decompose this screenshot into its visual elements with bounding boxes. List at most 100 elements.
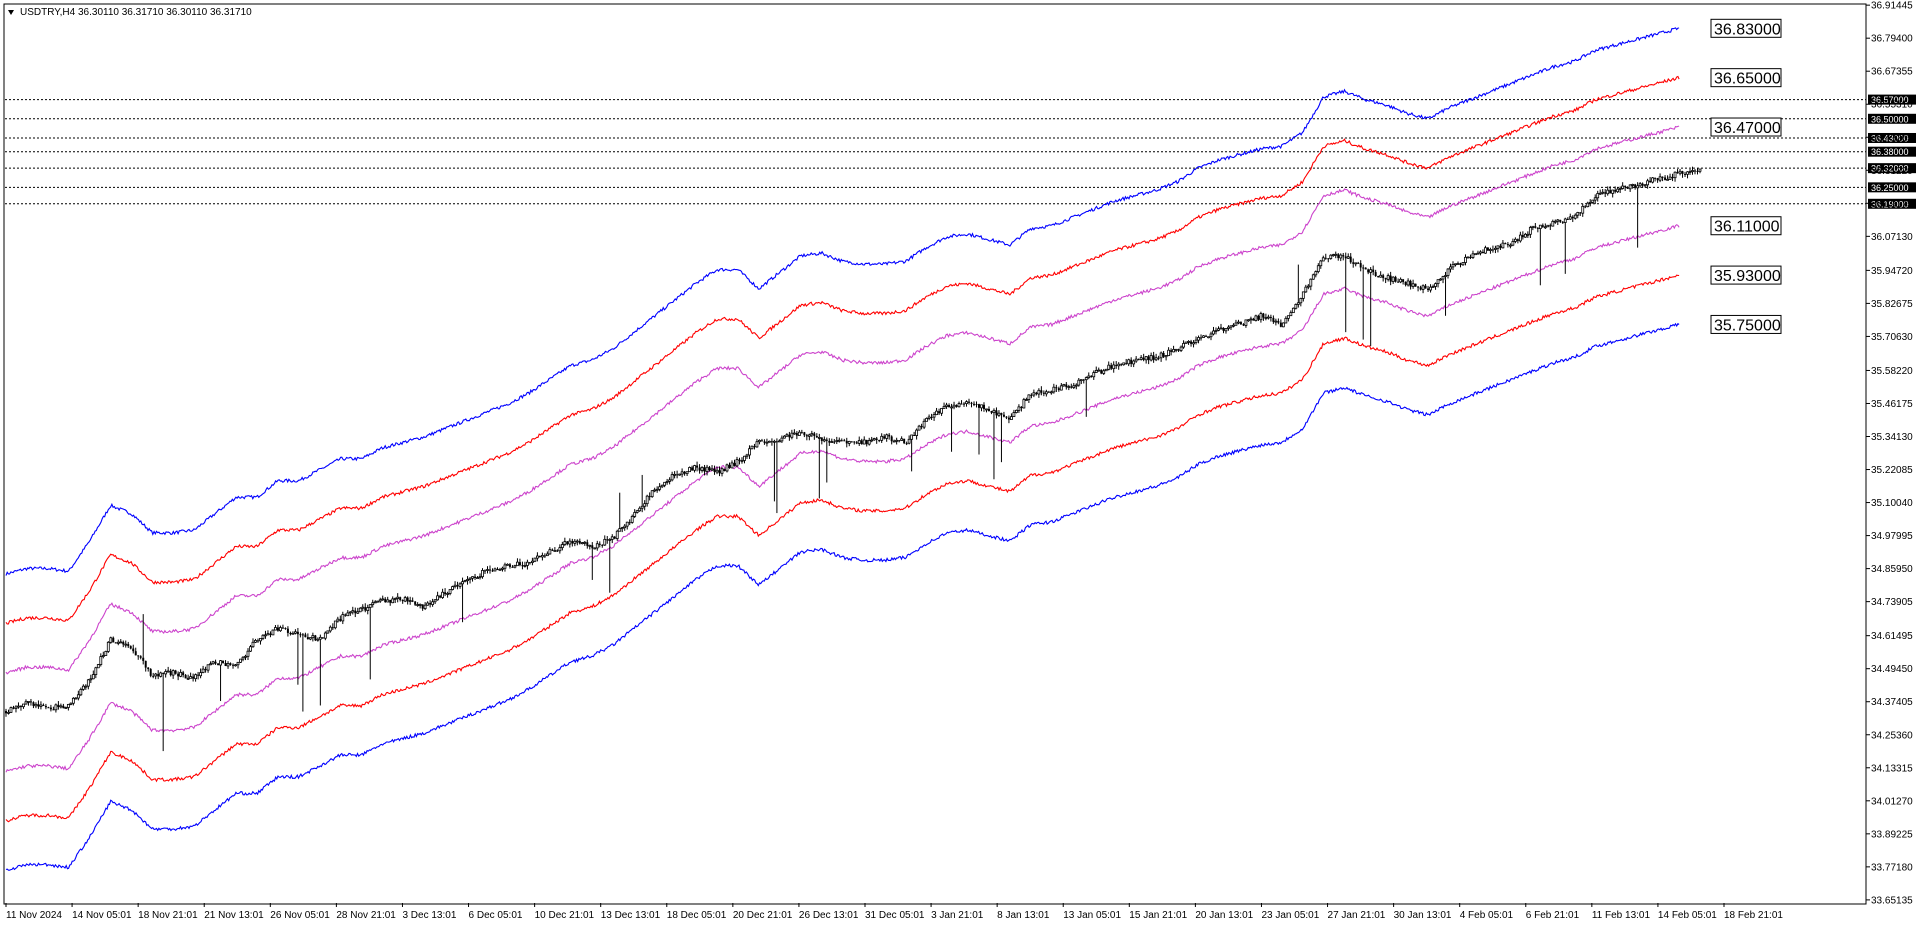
candle: [461, 577, 464, 623]
candle: [1364, 267, 1367, 270]
candle: [1456, 261, 1460, 265]
candle: [1219, 323, 1223, 330]
candle: [199, 668, 202, 679]
candle: [968, 398, 971, 405]
ohlc-label: 36.30110 36.31710 36.30110 36.31710: [78, 7, 252, 18]
candle: [750, 445, 754, 450]
candle: [545, 551, 549, 557]
candle: [127, 641, 130, 648]
candle: [426, 601, 430, 606]
candle: [316, 637, 320, 642]
candle: [1082, 378, 1085, 384]
candle: [536, 552, 539, 562]
candle: [1397, 278, 1400, 283]
candle: [66, 703, 70, 711]
candle: [99, 653, 103, 667]
candle: [1117, 362, 1121, 370]
candle: [1197, 335, 1200, 344]
candle: [448, 589, 452, 596]
candle: [518, 558, 521, 567]
candle: [910, 434, 914, 472]
candle: [1294, 303, 1298, 310]
candle: [162, 672, 165, 752]
candle: [640, 474, 644, 513]
candle: [950, 403, 953, 452]
candle: [1314, 270, 1318, 278]
candle: [1346, 253, 1350, 260]
candle: [1102, 368, 1106, 376]
candle: [384, 597, 387, 603]
candle: [458, 582, 462, 589]
triangle-down-icon[interactable]: [8, 10, 14, 15]
candle: [159, 671, 163, 678]
candle: [1137, 358, 1140, 361]
candle: [1424, 283, 1427, 289]
candle: [59, 703, 63, 709]
price-axis[interactable]: 36.91445 36.79400 36.67355 36.55310 36.43265…: [1866, 1, 1913, 907]
candle: [960, 400, 963, 405]
candle: [1319, 259, 1323, 269]
candle: [1444, 271, 1447, 316]
plot-frame: [3, 3, 1867, 905]
price-tick-label: 36.67355: [1871, 67, 1913, 78]
candle: [1584, 205, 1587, 209]
candle: [1012, 409, 1016, 418]
candle: [1684, 171, 1687, 177]
candle: [1386, 273, 1390, 282]
candle: [189, 672, 193, 679]
candle: [768, 440, 771, 443]
candle: [1628, 184, 1632, 192]
candle: [446, 591, 449, 598]
candle: [898, 439, 901, 443]
candle: [1281, 322, 1285, 328]
candle: [149, 668, 152, 678]
candle: [1110, 362, 1113, 371]
candle: [1696, 168, 1699, 175]
candle: [49, 704, 52, 712]
candle: [254, 638, 257, 644]
candle: [867, 437, 871, 446]
candle: [1686, 171, 1689, 179]
candle: [1538, 224, 1542, 286]
price-tick-label: 36.43265: [1871, 133, 1913, 144]
candle: [1579, 212, 1582, 217]
candle: [1162, 351, 1165, 359]
candle: [1354, 262, 1358, 267]
candle: [580, 542, 584, 545]
price-tick-label: 34.13315: [1871, 763, 1913, 774]
candle: [1316, 263, 1320, 274]
candle: [813, 431, 816, 440]
candle: [1618, 186, 1622, 194]
candle: [1691, 166, 1694, 175]
candle: [321, 637, 324, 639]
candle: [1100, 369, 1103, 375]
candle: [44, 703, 47, 710]
time-tick-label: 6 Dec 05:01: [469, 910, 523, 921]
candle: [658, 483, 662, 492]
candle: [1286, 315, 1290, 322]
candle: [1252, 317, 1255, 321]
candle: [1399, 277, 1403, 284]
candle: [696, 461, 699, 472]
candle: [376, 600, 380, 603]
candle: [91, 670, 95, 680]
candle: [1377, 275, 1380, 278]
candle: [466, 576, 469, 585]
candle: [735, 456, 739, 468]
candle: [209, 661, 212, 666]
candle: [1214, 327, 1218, 335]
candle: [154, 672, 158, 680]
candle: [1382, 273, 1385, 282]
candle: [523, 561, 527, 568]
candle: [12, 705, 15, 710]
candle: [9, 706, 13, 713]
time-axis[interactable]: 11 Nov 2024 14 Nov 05:01 18 Nov 21:01 21 No…: [5, 903, 1783, 921]
level-tag-label: 36.32000: [1871, 164, 1909, 174]
candle: [1561, 221, 1564, 224]
candle: [1484, 245, 1487, 254]
candle: [880, 433, 884, 443]
candle: [311, 632, 315, 642]
candle: [1237, 319, 1240, 325]
